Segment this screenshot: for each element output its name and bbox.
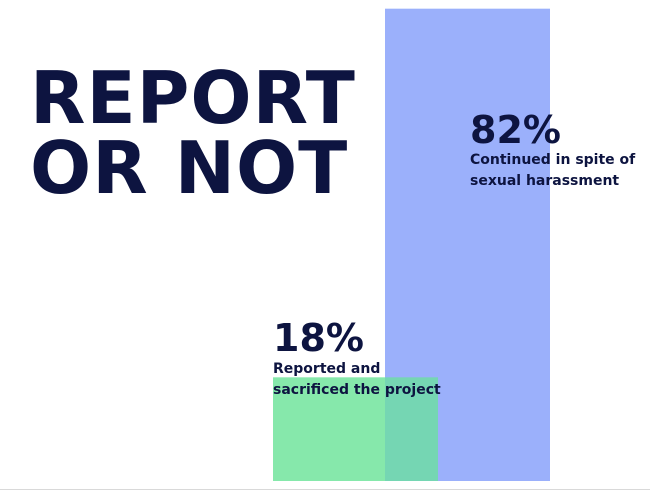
chart-title-line-2: OR NOT <box>30 126 349 210</box>
data-label-continued-line-2: sexual harassment <box>470 173 620 189</box>
data-label-continued-line-1: Continued in spite of <box>470 152 636 168</box>
bar-overlap <box>385 377 438 481</box>
data-label-continued-description: Continued in spite of sexual harassment <box>470 150 635 192</box>
chart-title-line-1: REPORT <box>30 56 356 140</box>
data-label-continued-value: 82% <box>470 108 561 152</box>
data-label-reported-line-2: sacrificed the project <box>273 382 441 398</box>
bottom-divider <box>0 489 650 490</box>
data-label-reported-line-1: Reported and <box>273 361 381 377</box>
data-label-reported-value: 18% <box>273 316 364 360</box>
data-label-reported-description: Reported and sacrificed the project <box>273 359 441 401</box>
